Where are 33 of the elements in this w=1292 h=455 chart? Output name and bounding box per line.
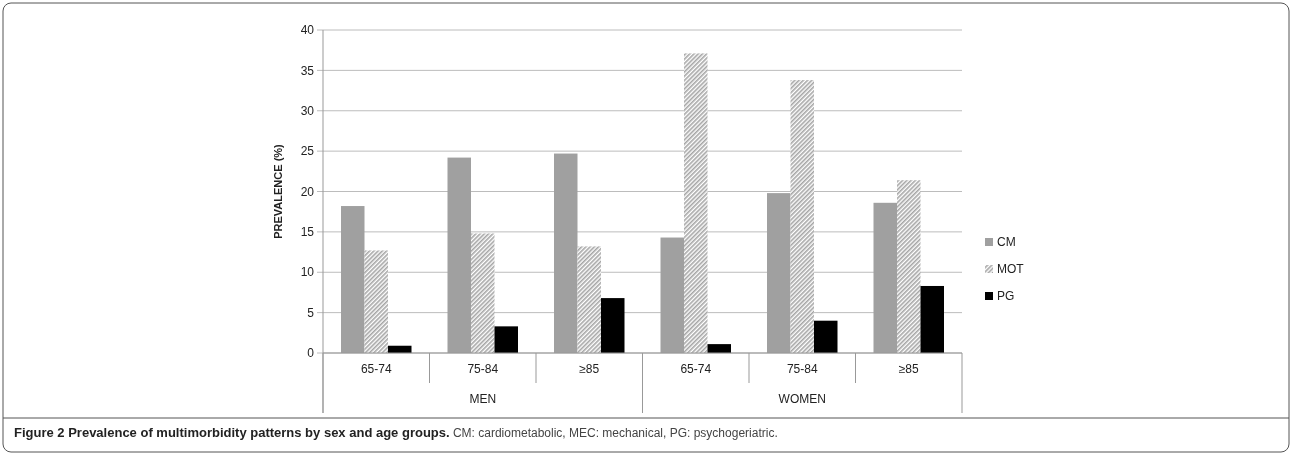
x-tick-label: ≥85 [898, 362, 920, 376]
y-tick-label: 15 [300, 225, 315, 240]
text: WOMEN [778, 392, 826, 406]
bar [790, 80, 814, 353]
x-tick-label: 65-74 [680, 362, 712, 376]
legend-label: MOT [997, 262, 1025, 277]
bar [364, 250, 388, 353]
x-tick-label: ≥85 [579, 362, 600, 376]
x-tick-label: 75-84 [786, 362, 818, 376]
bar [920, 285, 944, 353]
y-tick-label: 30 [300, 103, 315, 118]
y-axis-title: PREVALENCE (%) [272, 143, 284, 239]
y-tick-label: 25 [300, 144, 315, 159]
legend-label: CM [997, 235, 1016, 250]
x-tick-label: 75-84 [467, 362, 499, 376]
text: CM: cardiometabolic, MEC: mechanical, PG: psychogeriatric. [449, 426, 778, 440]
bar [494, 326, 518, 353]
y-tick-label: 35 [300, 63, 315, 78]
y-tick-label: 20 [300, 184, 315, 199]
bar [577, 246, 601, 353]
text: Figure 2 Prevalence of multimorbidity patterns by sex and age groups. [14, 425, 450, 440]
y-tick-label: 5 [307, 305, 315, 320]
bar [601, 298, 625, 353]
bar [814, 320, 838, 353]
x-tick-label: 65-74 [360, 362, 392, 376]
y-tick-label: 10 [300, 265, 315, 280]
legend-label: PG [997, 289, 1015, 304]
y-tick-label: 40 [300, 23, 315, 38]
bar [684, 53, 708, 353]
bar [897, 180, 921, 353]
y-tick-label: 0 [307, 346, 315, 361]
text: MEN [469, 392, 497, 406]
bar [471, 233, 495, 353]
